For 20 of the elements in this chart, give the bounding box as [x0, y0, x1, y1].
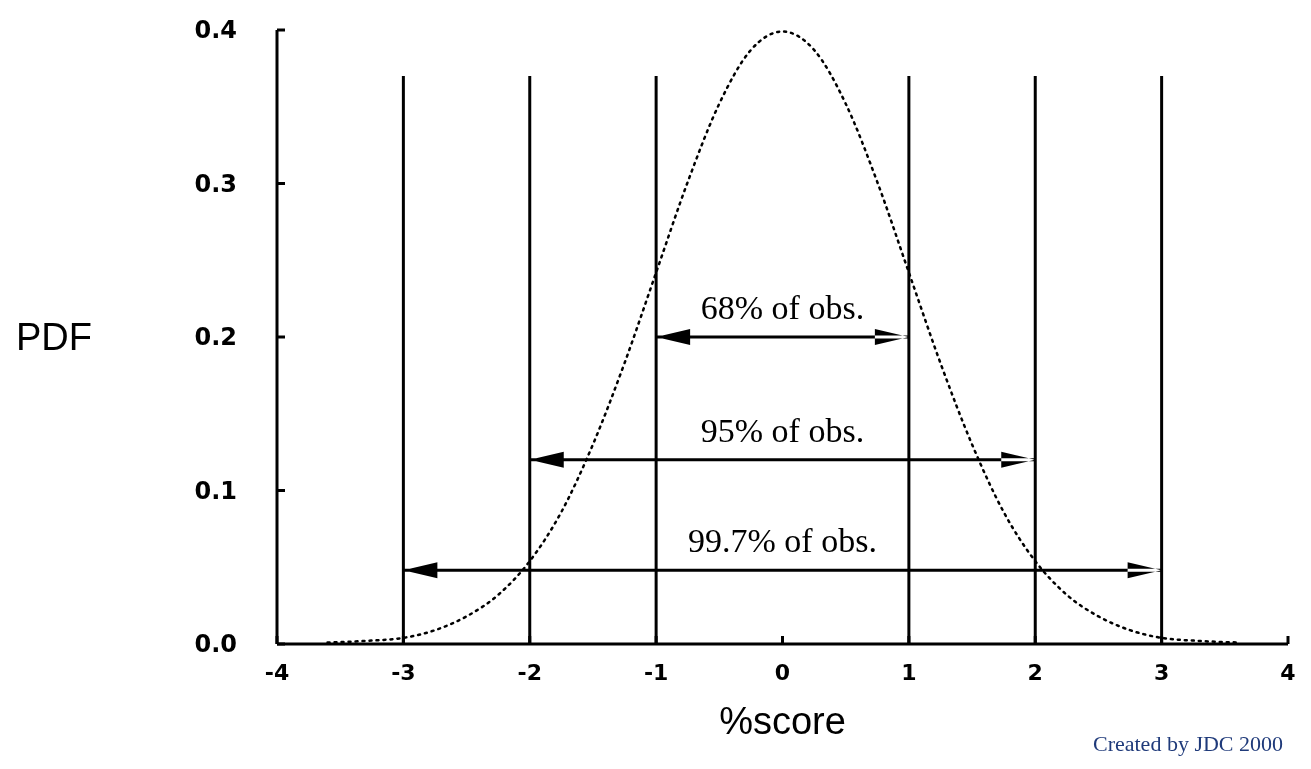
- y-tick-label: 0.3: [194, 169, 237, 198]
- x-tick-label: -4: [264, 660, 290, 685]
- text: Created by JDC 2000: [1092, 731, 1283, 756]
- x-tick-label: 1: [901, 660, 917, 685]
- y-tick-label: 0.2: [194, 323, 237, 352]
- y-axis-title: PDF: [16, 316, 92, 359]
- y-tick-label: 0.4: [194, 16, 237, 45]
- y-tick-label: 0.1: [194, 476, 237, 505]
- x-tick-label: 3: [1153, 660, 1170, 685]
- annotation: 95% of obs.: [700, 411, 865, 449]
- x-tick-label: 4: [1280, 660, 1296, 685]
- x-tick-label: -1: [643, 660, 669, 685]
- y-tick-label: 0.0: [194, 630, 237, 659]
- x-tick-label: -2: [517, 660, 542, 685]
- x-tick-label: 2: [1027, 660, 1043, 685]
- x-tick-label: 0: [774, 660, 791, 685]
- x-axis-title: %score: [719, 700, 846, 742]
- x-tick-label: -3: [391, 660, 416, 685]
- annotation: 99.7% of obs.: [688, 522, 877, 560]
- annotation: 68% of obs.: [700, 289, 865, 326]
